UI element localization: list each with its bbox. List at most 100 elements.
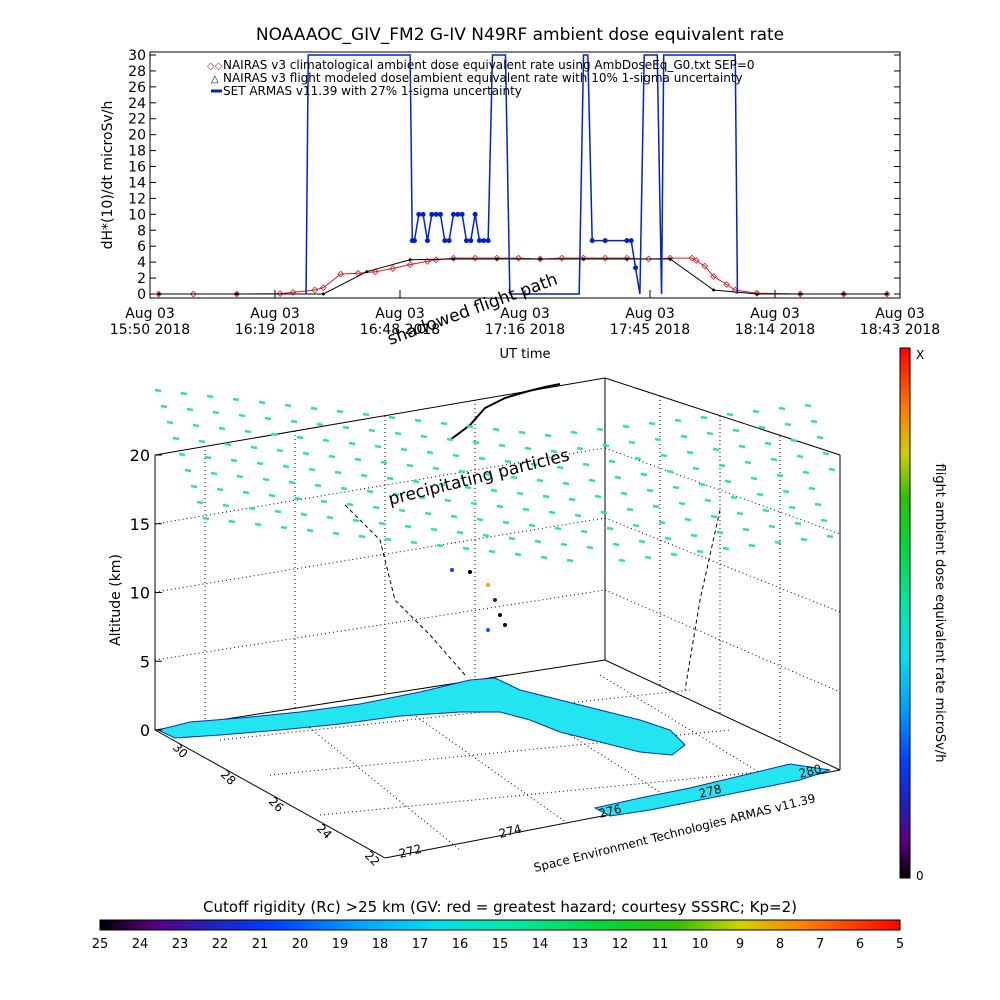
z-tick-label: 20: [130, 446, 150, 465]
particle-mark: [700, 415, 708, 420]
particle-mark: [202, 516, 210, 521]
particle-mark: [738, 444, 746, 449]
series-point: [485, 238, 491, 244]
series-point: [446, 238, 452, 244]
particle-mark: [360, 473, 368, 478]
particle-mark: [684, 517, 692, 522]
particle-mark: [420, 434, 428, 439]
series-point: [796, 290, 804, 298]
particle-mark: [536, 478, 544, 483]
particle-mark: [566, 558, 574, 563]
particle-mark: [652, 504, 660, 509]
particle-mark: [568, 497, 576, 502]
y-tick-label: 30: [128, 48, 146, 64]
legend-item-nairas-flight: △ NAIRAS v3 flight modeled dose ambient …: [211, 71, 743, 85]
particle-mark: [436, 543, 444, 548]
particle-mark: [264, 416, 272, 421]
particle-mark: [756, 492, 764, 497]
rigidity-tick-label: 19: [332, 937, 349, 952]
particle-mark: [290, 419, 298, 424]
lat-tick-label: 26: [266, 794, 287, 815]
rigidity-tick-label: 5: [896, 937, 904, 952]
particle-mark: [450, 514, 458, 519]
particle-mark: [722, 546, 730, 551]
series-point: [424, 238, 430, 244]
y-tick-label: 24: [128, 96, 146, 112]
rigidity-tick-label: 11: [652, 937, 669, 952]
particle-mark: [336, 409, 344, 414]
particle-mark: [808, 486, 816, 491]
particle-mark: [348, 441, 356, 446]
particle-mark: [644, 555, 652, 560]
lat-ticks: 30 28 26 24 22: [170, 740, 383, 869]
y-tick-label: 18: [128, 144, 146, 160]
series-layer: [155, 54, 891, 298]
series-point: [337, 270, 345, 278]
land-mass: [156, 677, 686, 756]
y-tick-label: 2: [137, 271, 146, 287]
particle-mark: [696, 549, 704, 554]
particle-mark: [692, 466, 700, 471]
particle-mark: [380, 460, 388, 465]
particle-mark: [476, 517, 484, 522]
series-point: [321, 292, 325, 296]
x-tick-label: 18:14 2018: [735, 322, 815, 338]
particle-mark: [632, 523, 640, 528]
particle-mark: [232, 397, 240, 402]
diamond-marker-icon: ◇◇: [207, 61, 223, 72]
particle-mark: [334, 470, 342, 475]
particle-mark: [302, 451, 310, 456]
particle-mark: [432, 466, 440, 471]
colorbar-top-label: X: [916, 348, 924, 362]
particle-mark: [608, 459, 616, 464]
particle-mark: [744, 460, 752, 465]
precipitating-particles-annotation: precipitating particles: [386, 445, 571, 509]
lat-tick-label: 30: [170, 740, 191, 761]
particle-mark: [800, 537, 808, 542]
particle-mark: [210, 471, 218, 476]
particle-mark: [654, 437, 662, 442]
series-point: [450, 254, 457, 262]
rigidity-tick-label: 22: [212, 937, 229, 952]
particle-mark: [492, 427, 500, 432]
particle-mark: [238, 413, 246, 418]
z-ticks: 0 5 10 15 20: [130, 446, 162, 740]
lon-tick-label: 276: [597, 802, 623, 821]
particle-mark: [504, 459, 512, 464]
particle-mark: [816, 435, 824, 440]
particle-mark: [256, 461, 264, 466]
particle-mark: [280, 525, 288, 530]
y-tick-label: 8: [137, 223, 146, 239]
legend-label: SET ARMAS v11.39 with 27% 1-sigma uncert…: [223, 84, 522, 98]
particle-mark: [706, 431, 714, 436]
particle-mark: [270, 432, 278, 437]
particle-mark: [458, 469, 466, 474]
particle-mark: [556, 465, 564, 470]
particle-mark: [242, 490, 250, 495]
particle-mark: [204, 455, 212, 460]
particle-mark: [820, 518, 828, 523]
particle-mark: [296, 435, 304, 440]
particle-mark: [794, 521, 802, 526]
series-line: [158, 258, 887, 295]
series-point: [723, 281, 730, 288]
particle-mark: [466, 424, 474, 429]
particle-mark: [594, 494, 602, 499]
z-tick-label: 0: [140, 721, 150, 740]
particle-mark: [612, 542, 620, 547]
particle-mark: [482, 533, 490, 538]
dose-colorbar: X 0 flight ambient dose equivalent rate …: [899, 347, 947, 883]
particle-mark: [392, 492, 400, 497]
rigidity-tick-label: 18: [372, 937, 389, 952]
particle-mark: [498, 443, 506, 448]
particle-mark: [426, 450, 434, 455]
map-3d: shadowed flight path precipitating parti…: [108, 270, 841, 875]
series-point: [372, 268, 379, 276]
particle-mark: [244, 429, 252, 434]
legend-item-armas: SET ARMAS v11.39 with 27% 1-sigma uncert…: [211, 84, 522, 98]
rigidity-tick-label: 14: [532, 937, 549, 952]
z-tick-label: 5: [140, 652, 150, 671]
particle-mark: [178, 452, 186, 457]
series-point: [411, 238, 417, 244]
